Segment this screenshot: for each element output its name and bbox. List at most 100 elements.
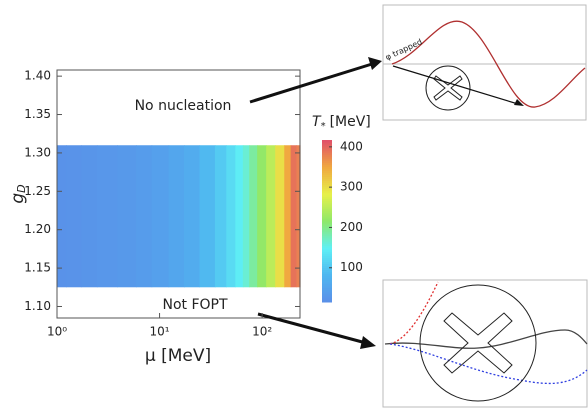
arrow <box>257 312 367 345</box>
colorbar-segment <box>322 273 332 277</box>
colorbar-segment <box>322 239 332 242</box>
colorbar-segment <box>322 176 332 179</box>
x-tick-label: 10⁰ <box>47 325 67 339</box>
annotation: Not FOPT <box>162 297 227 313</box>
colorbar-segment <box>322 257 332 260</box>
colorbar-segment <box>322 198 332 202</box>
colorbar-segment <box>322 140 332 143</box>
colorbar-segment <box>322 223 332 226</box>
colorbar-segment <box>322 265 332 269</box>
heat-cell <box>226 145 236 288</box>
heat-cell <box>257 145 267 288</box>
y-tick-label: 1.25 <box>24 184 51 198</box>
annotation: No nucleation <box>135 98 232 114</box>
colorbar-segment <box>322 194 332 198</box>
colorbar-segment <box>322 287 332 291</box>
y-axis-label: gD <box>8 184 28 203</box>
colorbar-segment <box>322 263 332 267</box>
colorbar-segment <box>322 225 332 228</box>
colorbar-segment <box>322 237 332 240</box>
colorbar-segment <box>322 160 332 163</box>
colorbar-tick-label: 200 <box>340 220 363 234</box>
colorbar-segment <box>322 231 332 234</box>
colorbar-segment <box>322 295 332 299</box>
colorbar-segment <box>322 279 332 283</box>
colorbar-segment <box>322 172 332 175</box>
y-tick-label: 1.30 <box>24 145 51 159</box>
y-label-main: g <box>8 193 28 204</box>
colorbar-segment <box>322 204 332 208</box>
colorbar-segment <box>322 218 332 222</box>
y-tick-label: 1.20 <box>24 222 51 236</box>
colorbar-segment <box>322 178 332 181</box>
colorbar-tick-label: 300 <box>340 180 363 194</box>
arrow-head <box>368 57 382 70</box>
inset-bottom <box>382 279 588 408</box>
heat-cell <box>168 145 185 288</box>
heat-cell <box>290 145 298 288</box>
heat-cell <box>249 145 258 288</box>
x-tick-label: 10² <box>252 325 272 339</box>
heat-cell <box>199 145 216 288</box>
y-tick-label: 1.40 <box>24 69 51 83</box>
colorbar-segment <box>322 283 332 287</box>
colorbar-segment <box>322 192 332 196</box>
colorbar-segment <box>322 261 332 265</box>
colorbar-segment <box>322 235 332 238</box>
heat-cell <box>81 145 98 288</box>
colorbar-segment <box>322 245 332 248</box>
colorbar-segment <box>322 152 332 155</box>
colorbar-segment <box>322 299 332 303</box>
colorbar-segment <box>322 148 332 151</box>
colorbar-segment <box>322 269 332 273</box>
x-axis-label: μ [MeV] <box>145 346 211 366</box>
colorbar-segment <box>322 271 332 275</box>
colorbar-segment <box>322 291 332 295</box>
colorbar-segment <box>322 206 332 210</box>
heat-cell <box>57 145 67 288</box>
colorbar-segment <box>322 200 332 204</box>
colorbar-segment <box>322 277 332 281</box>
y-label-sub: D <box>15 184 28 192</box>
colorbar-segment <box>322 144 332 147</box>
colorbar-segment <box>322 174 332 177</box>
colorbar-tick-label: 100 <box>340 260 363 274</box>
colorbar-segment <box>322 216 332 220</box>
colorbar-segment <box>322 154 332 157</box>
arrow <box>249 62 373 104</box>
colorbar-segment <box>322 158 332 161</box>
heat-cell <box>117 145 137 288</box>
colorbar-segment <box>322 227 332 230</box>
plot-frame <box>56 69 301 319</box>
colorbar-segment <box>322 275 332 279</box>
colorbar-segment <box>322 285 332 289</box>
colorbar-segment <box>322 247 332 250</box>
heat-cell <box>151 145 170 288</box>
heat-cell <box>284 145 292 288</box>
heat-cell <box>235 145 244 288</box>
inset-top: φ trapped <box>382 4 587 121</box>
colorbar-segment <box>322 259 332 262</box>
colorbar-segment <box>322 180 332 184</box>
colorbar-segment <box>322 297 332 301</box>
y-tick-label: 1.10 <box>24 299 51 313</box>
colorbar-segment <box>322 251 332 254</box>
cb-label-unit: [MeV] <box>330 114 371 130</box>
colorbar-segment <box>322 166 332 169</box>
x-tick-label: 10¹ <box>150 325 170 339</box>
colorbar-segment <box>322 188 332 192</box>
colorbar-segment <box>322 267 332 271</box>
colorbar-segment <box>322 170 332 173</box>
colorbar-segment <box>322 156 332 159</box>
heat-cell <box>96 145 118 288</box>
colorbar-segment <box>322 281 332 285</box>
colorbar-segment <box>322 190 332 194</box>
colorbar-segment <box>322 241 332 244</box>
heat-cell <box>242 145 250 288</box>
colorbar-segment <box>322 164 332 167</box>
colorbar-segment <box>322 229 332 232</box>
heat-cell <box>184 145 201 288</box>
colorbar-segment <box>322 186 332 190</box>
colorbar-label: T* [MeV] <box>312 114 371 132</box>
